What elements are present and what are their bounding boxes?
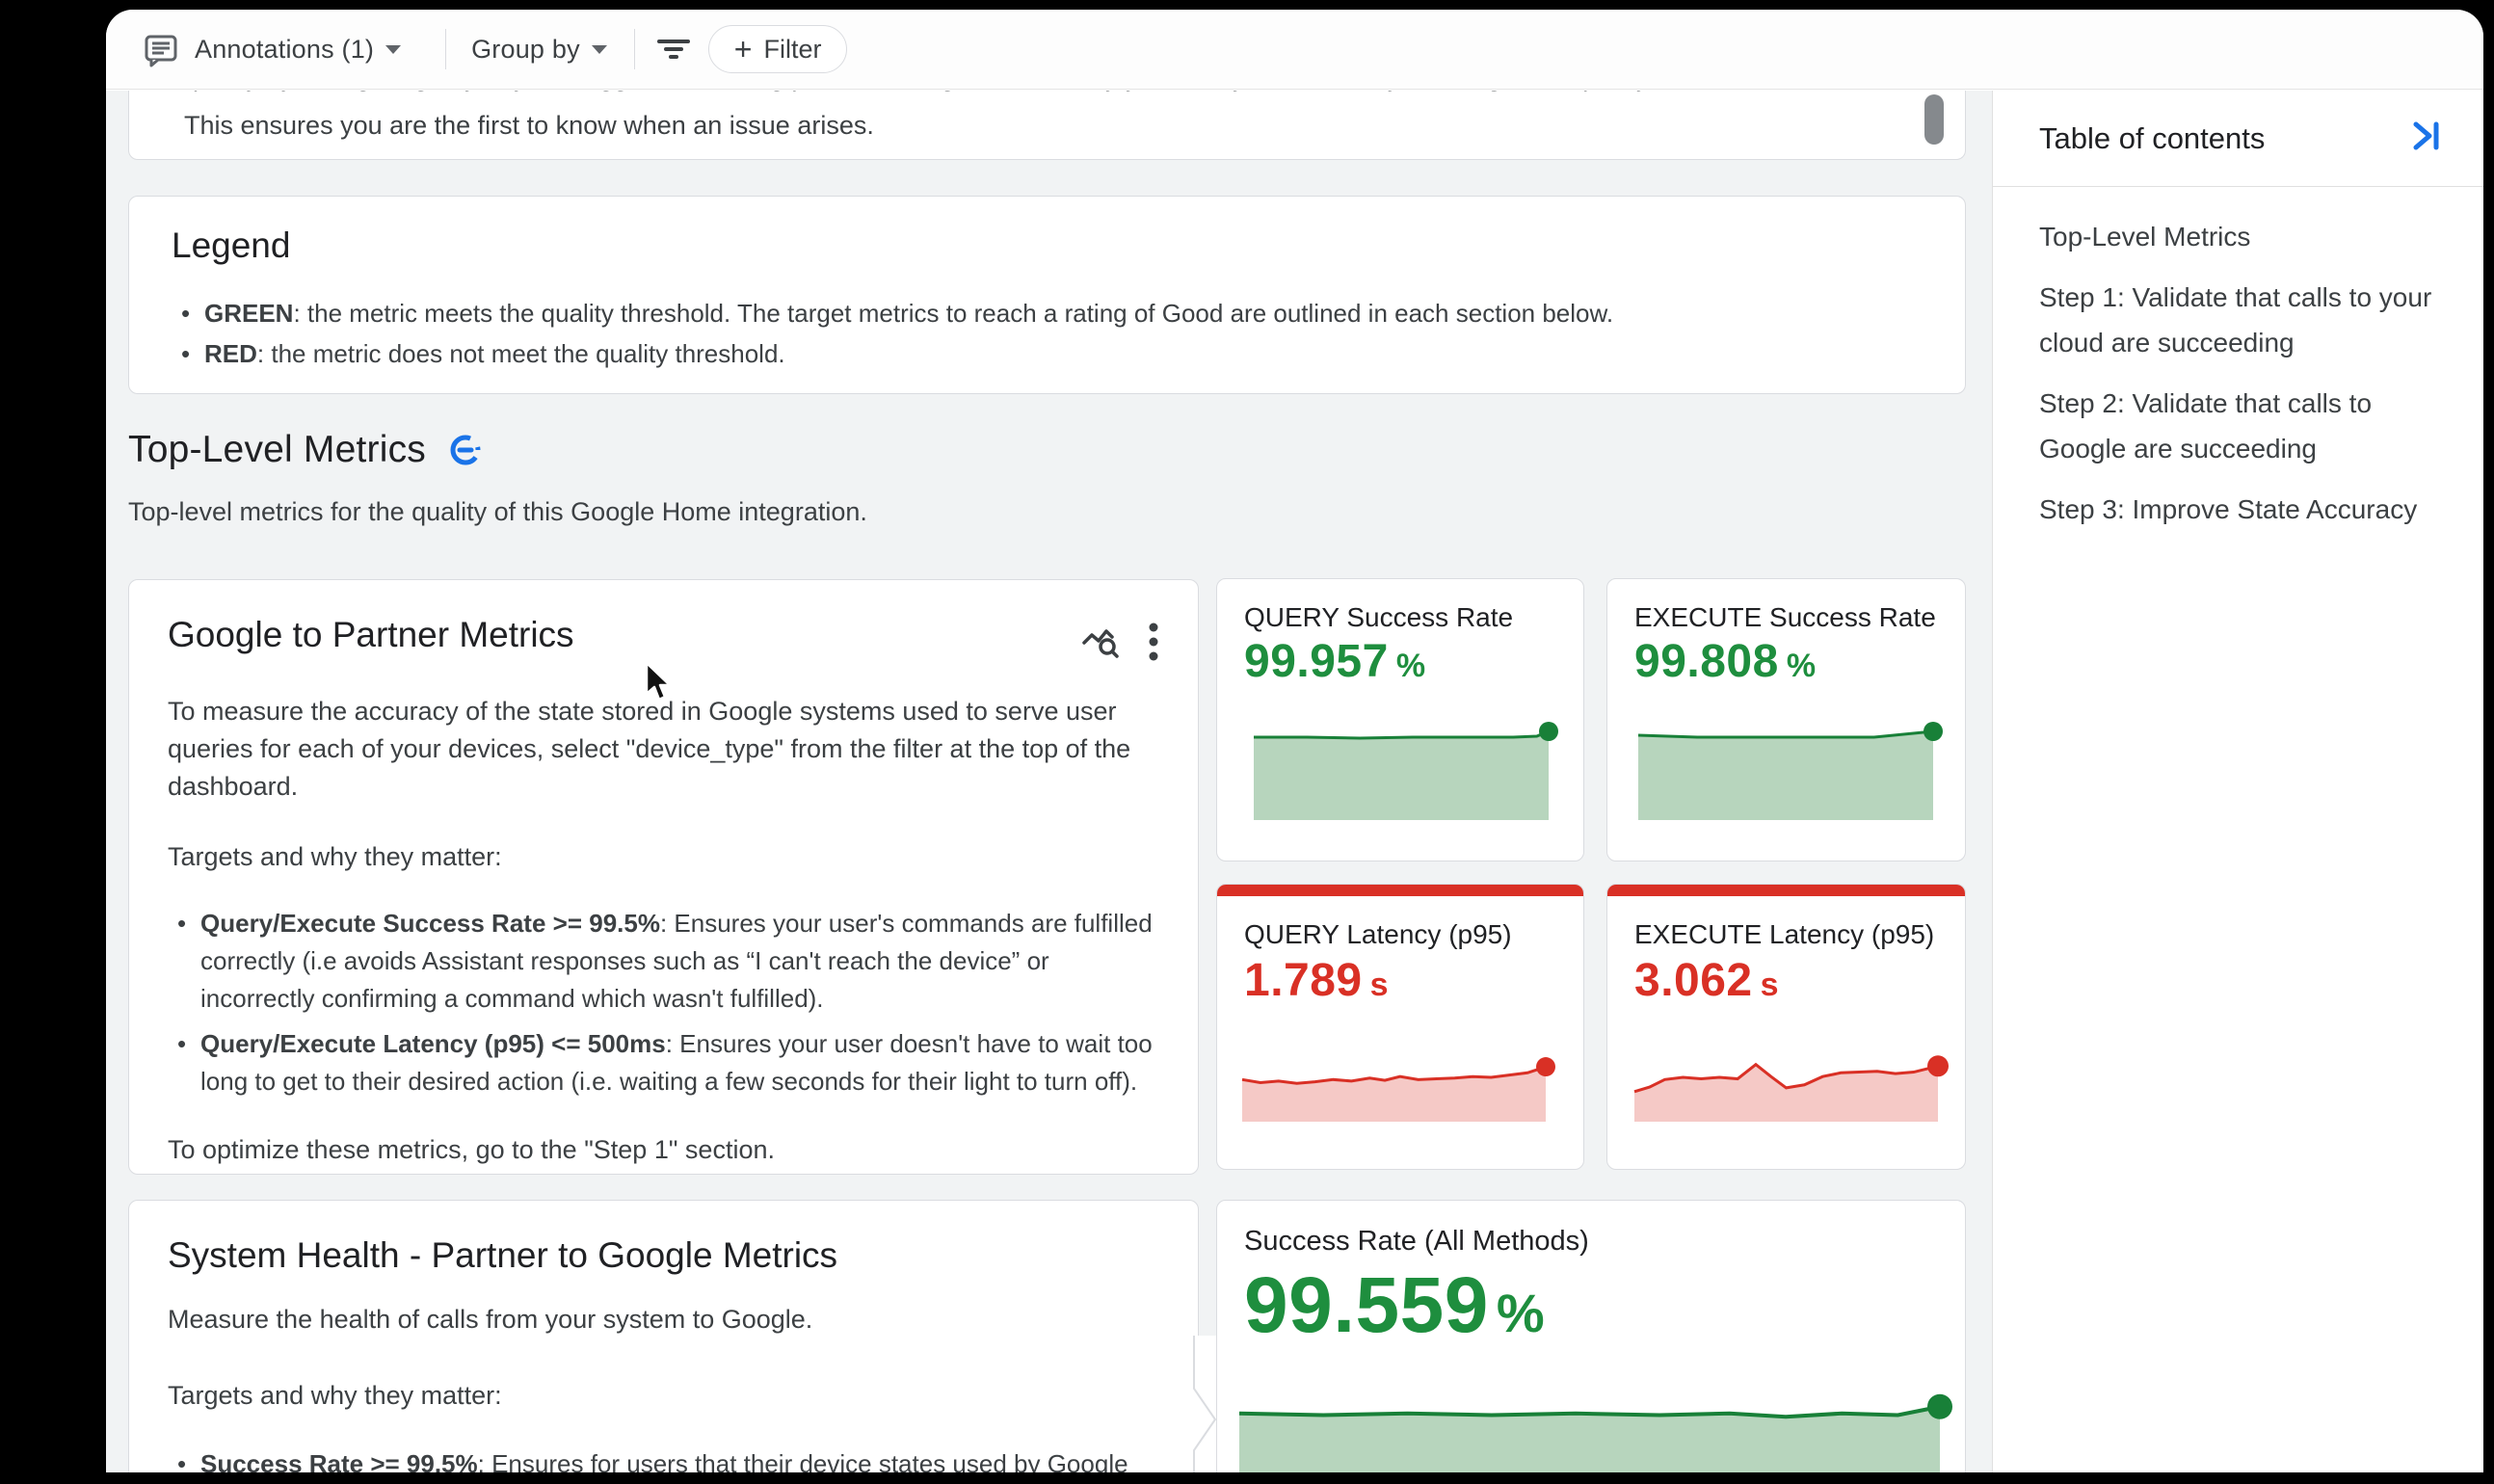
collapse-panel-icon[interactable]: [2406, 117, 2445, 160]
toc-item-top-level-metrics[interactable]: Top-Level Metrics: [2039, 222, 2251, 252]
section-title-top-level-metrics: Top-Level Metrics: [128, 428, 427, 470]
scorecard-title: QUERY Success Rate: [1244, 602, 1514, 632]
scorecard-value: 3.062 s: [1634, 955, 1780, 1006]
scorecard-title: QUERY Latency (p95): [1244, 919, 1512, 949]
card-description: Measure the health of calls from your sy…: [168, 1305, 813, 1334]
scorecard-title: EXECUTE Success Rate: [1634, 602, 1936, 632]
annotations-dropdown[interactable]: Annotations (1): [195, 34, 375, 64]
alert-status-strip: [1217, 885, 1583, 896]
targets-label: Targets and why they matter:: [168, 1381, 502, 1410]
toc-item-step-1[interactable]: Step 1: Validate that calls to your clou…: [2039, 282, 2432, 358]
clipped-text-line: quality by configuring any of your sugge…: [184, 91, 1740, 93]
alerting-text-card: quality by configuring any of your sugge…: [128, 91, 1966, 160]
scorecard-value: 99.957%: [1244, 636, 1426, 687]
card-description: To measure the accuracy of the state sto…: [168, 697, 1131, 801]
plus-icon: +: [733, 31, 753, 66]
legend-item-red: RED: the metric does not meet the qualit…: [172, 335, 1923, 372]
target-bullet: Success Rate >= 99.5%: Ensures for users…: [168, 1445, 1159, 1472]
sparkline-chart: [1637, 722, 1943, 820]
card-scrollbar-thumb[interactable]: [1924, 94, 1944, 145]
dashboard-window: Annotations (1) Group by + Filter qualit…: [106, 10, 2483, 1472]
sparkline-chart: [1241, 1047, 1555, 1122]
legend-item-green: GREEN: the metric meets the quality thre…: [172, 295, 1923, 331]
scorecard-title: EXECUTE Latency (p95): [1634, 919, 1935, 949]
chevron-down-icon: [591, 44, 607, 54]
card-title: Google to Partner Metrics: [168, 615, 574, 654]
more-options-icon[interactable]: [1148, 621, 1159, 668]
target-bullet: Query/Execute Latency (p95) <= 500ms: En…: [168, 1025, 1159, 1100]
toc-item-step-2[interactable]: Step 2: Validate that calls to Google ar…: [2039, 388, 2373, 464]
scorecard-title: Success Rate (All Methods): [1244, 1226, 1589, 1257]
section-subtitle: Top-level metrics for the quality of thi…: [128, 497, 867, 526]
toc-item-step-3[interactable]: Step 3: Improve State Accuracy: [2039, 494, 2418, 524]
card-group-chevron: [1192, 1336, 1218, 1472]
metrics-explorer-icon[interactable]: [1080, 622, 1121, 667]
target-bullet: Query/Execute Success Rate >= 99.5%: Ens…: [168, 905, 1159, 1018]
table-of-contents-panel: Table of contents Top-Level Metrics Step…: [1992, 91, 2483, 1472]
group-by-dropdown[interactable]: Group by: [471, 34, 580, 64]
filter-list-icon[interactable]: [654, 33, 693, 66]
scorecard-execute-latency[interactable]: EXECUTE Latency (p95) 3.062 s: [1606, 884, 1966, 1170]
card-footer-note: To optimize these metrics, go to the "St…: [168, 1135, 775, 1164]
alert-status-strip: [1607, 885, 1965, 896]
scorecard-value: 1.789 s: [1244, 955, 1390, 1006]
legend-title: Legend: [172, 225, 291, 265]
chevron-down-icon: [385, 44, 402, 54]
targets-label: Targets and why they matter:: [168, 842, 502, 871]
scorecard-query-success-rate[interactable]: QUERY Success Rate 99.957%: [1216, 578, 1584, 861]
annotations-icon: [143, 31, 179, 67]
scorecard-value: 99.808%: [1634, 636, 1817, 687]
system-health-card: System Health - Partner to Google Metric…: [128, 1200, 1199, 1472]
toc-title: Table of contents: [2039, 120, 2266, 155]
card-title: System Health - Partner to Google Metric…: [168, 1235, 838, 1275]
dashboard-content: quality by configuring any of your sugge…: [106, 91, 1992, 1472]
sparkline-chart: [1238, 1393, 1952, 1472]
scorecard-success-rate-all-methods[interactable]: Success Rate (All Methods) 99.559%: [1216, 1200, 1966, 1472]
legend-card: Legend GREEN: the metric meets the quali…: [128, 196, 1966, 394]
add-filter-button[interactable]: + Filter: [707, 25, 848, 73]
toolbar-divider: [445, 29, 447, 69]
scorecard-execute-success-rate[interactable]: EXECUTE Success Rate 99.808%: [1606, 578, 1966, 861]
dashboard-toolbar: Annotations (1) Group by + Filter: [106, 10, 2483, 90]
alerting-text-line: This ensures you are the first to know w…: [184, 111, 874, 140]
link-icon[interactable]: [449, 434, 482, 471]
scorecard-query-latency[interactable]: QUERY Latency (p95) 1.789 s: [1216, 884, 1584, 1170]
toolbar-divider: [633, 29, 635, 69]
sparkline-chart: [1254, 722, 1558, 820]
scorecard-value: 99.559%: [1244, 1261, 1546, 1349]
mouse-cursor: [641, 661, 679, 710]
sparkline-chart: [1633, 1047, 1949, 1122]
google-to-partner-card: Google to Partner Metrics: [128, 579, 1199, 1175]
